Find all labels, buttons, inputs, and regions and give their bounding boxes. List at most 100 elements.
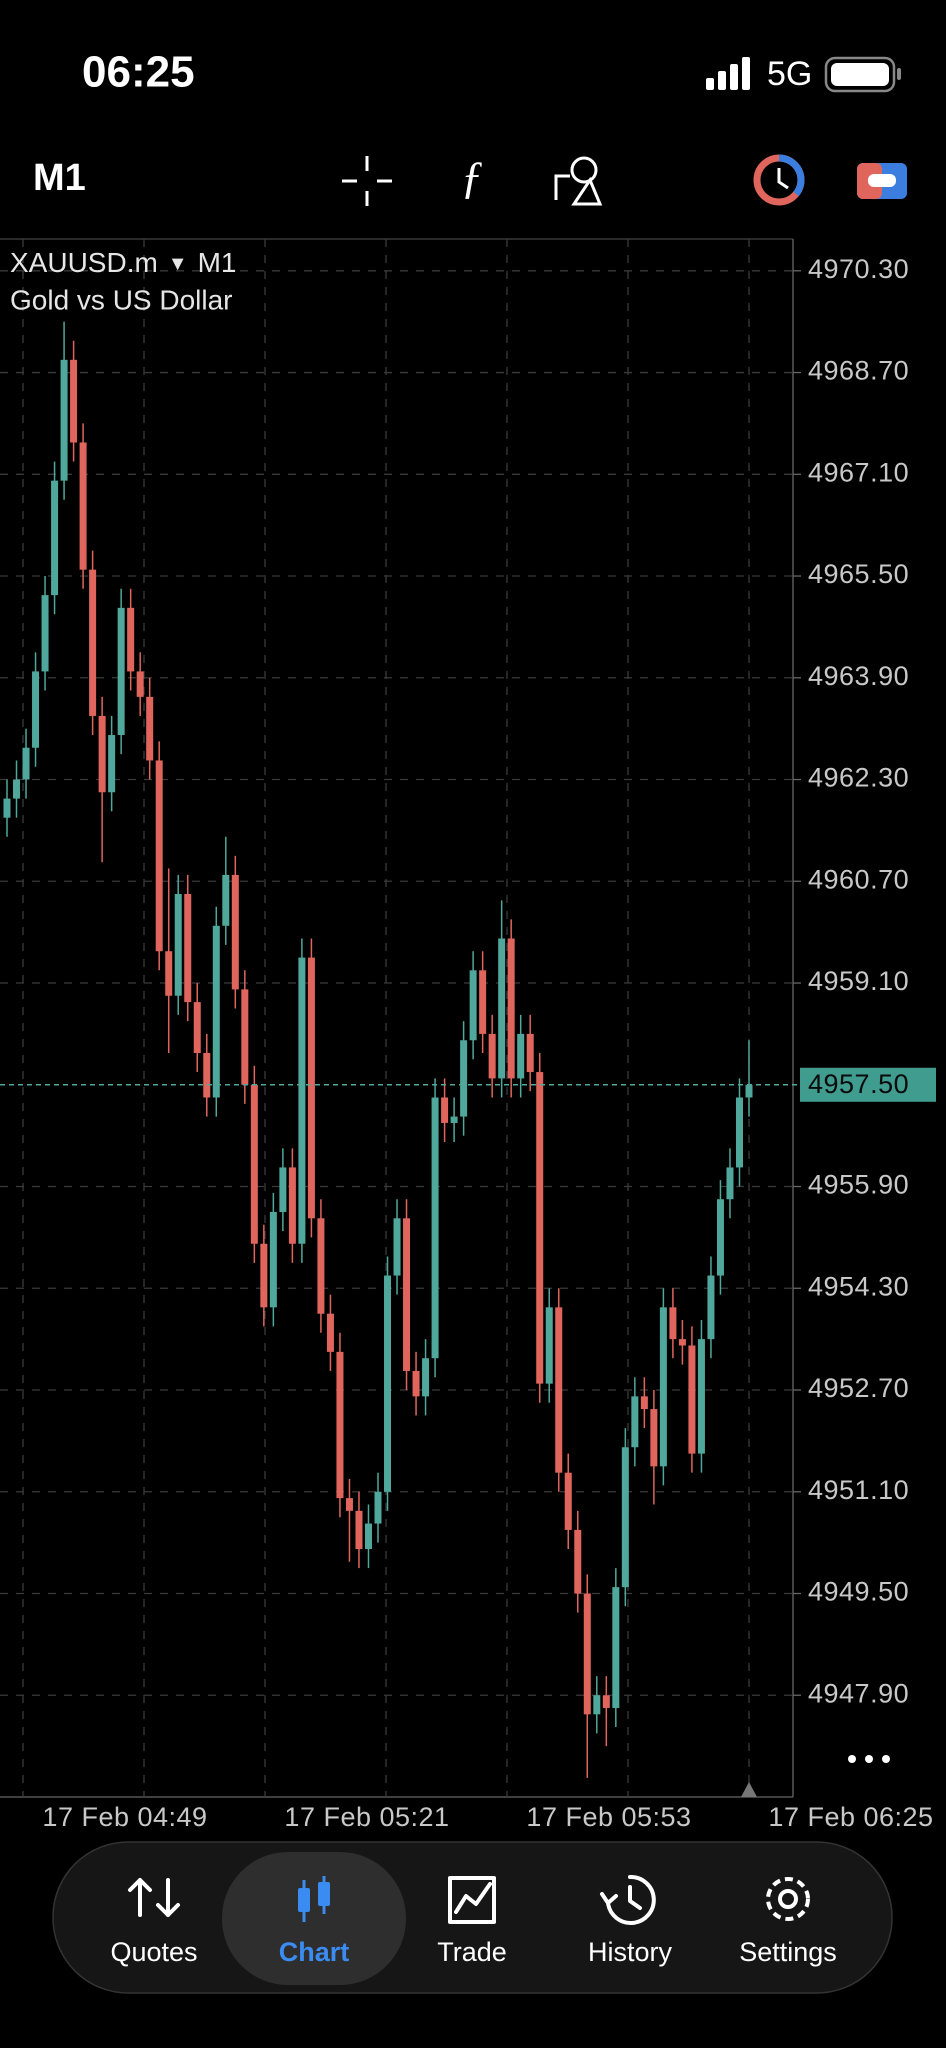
candle-body bbox=[364, 1523, 372, 1549]
tab-label[interactable]: History bbox=[588, 1937, 673, 1967]
tabs: Quotes Chart Trade History Settings bbox=[110, 1852, 837, 1985]
tab-label[interactable]: Settings bbox=[739, 1937, 837, 1967]
candle-body bbox=[279, 1167, 287, 1212]
candle-body bbox=[41, 595, 49, 672]
more-button[interactable] bbox=[848, 1755, 890, 1763]
y-tick-label: 4947.90 bbox=[808, 1678, 909, 1708]
x-tick-label: 17 Feb 06:25 bbox=[768, 1802, 933, 1832]
candle-body bbox=[726, 1167, 734, 1200]
candle-body bbox=[165, 951, 173, 996]
tab-icon bbox=[778, 1889, 798, 1909]
chart bbox=[0, 238, 801, 1798]
candle-body bbox=[98, 715, 106, 793]
candle-body bbox=[79, 442, 87, 570]
candle-body bbox=[70, 359, 78, 443]
dropdown-arrow: ▼ bbox=[168, 253, 188, 275]
crosshair-button[interactable] bbox=[342, 156, 392, 206]
candle-body bbox=[498, 938, 506, 1079]
indicators-button[interactable]: ƒ bbox=[461, 152, 484, 203]
candle-body bbox=[184, 893, 192, 1003]
candle-body bbox=[659, 1307, 667, 1467]
y-tick-label: 4959.10 bbox=[808, 966, 909, 996]
y-tick-label: 4960.70 bbox=[808, 864, 909, 894]
shift-marker bbox=[741, 1782, 757, 1797]
candle-body bbox=[203, 1052, 211, 1098]
candle-body bbox=[3, 798, 11, 818]
candle-body bbox=[678, 1339, 686, 1346]
trade-signals-button[interactable] bbox=[753, 154, 805, 206]
candle-body bbox=[288, 1167, 296, 1244]
candle-body bbox=[526, 1033, 534, 1073]
toolbar-timeframe[interactable]: M1 bbox=[33, 157, 86, 199]
candle-body bbox=[450, 1116, 458, 1123]
candle-body bbox=[602, 1695, 610, 1708]
candle-body bbox=[574, 1529, 582, 1594]
candle-body bbox=[403, 1218, 411, 1371]
y-tick-label: 4963.90 bbox=[808, 661, 909, 691]
candle-body bbox=[441, 1097, 449, 1123]
candle-body bbox=[336, 1351, 344, 1499]
candle-body bbox=[250, 1084, 258, 1244]
tab-label[interactable]: Chart bbox=[279, 1937, 350, 1967]
signal-icon bbox=[706, 57, 750, 90]
candle-body bbox=[593, 1695, 601, 1715]
y-tick-label: 4954.30 bbox=[808, 1271, 909, 1301]
tab-label[interactable]: Trade bbox=[437, 1937, 507, 1967]
candle-body bbox=[612, 1587, 620, 1708]
y-tick-label: 4968.70 bbox=[808, 356, 909, 386]
candle-body bbox=[545, 1307, 553, 1384]
candle-body bbox=[222, 874, 230, 926]
candle-body bbox=[697, 1339, 705, 1454]
chart-timeframe: M1 bbox=[198, 247, 237, 278]
tab-label[interactable]: Quotes bbox=[110, 1937, 197, 1967]
candle-body bbox=[631, 1396, 639, 1448]
candle-body bbox=[669, 1307, 677, 1340]
y-tick-label: 4965.50 bbox=[808, 559, 909, 589]
candle-body bbox=[355, 1510, 363, 1549]
y-tick-label: 4962.30 bbox=[808, 763, 909, 793]
candle-body bbox=[155, 760, 163, 952]
candle-body bbox=[298, 957, 306, 1244]
y-tick-label: 4949.50 bbox=[808, 1577, 909, 1607]
candle-body bbox=[469, 970, 477, 1041]
battery-icon bbox=[824, 56, 901, 93]
candle-body bbox=[716, 1199, 724, 1276]
candle-body bbox=[507, 938, 515, 1079]
candle-body bbox=[51, 480, 59, 596]
candle-body bbox=[412, 1370, 420, 1397]
objects-button[interactable] bbox=[554, 156, 603, 206]
candle-body bbox=[117, 607, 125, 736]
candle-body bbox=[317, 1218, 325, 1314]
chart-subtitle: Gold vs US Dollar bbox=[10, 284, 233, 315]
one-click-button[interactable] bbox=[857, 163, 907, 199]
candle-body bbox=[269, 1211, 277, 1308]
candle-body bbox=[707, 1275, 715, 1340]
candle-body bbox=[583, 1593, 591, 1715]
x-tick-label: 17 Feb 04:49 bbox=[42, 1802, 207, 1832]
candle-body bbox=[108, 735, 116, 793]
candle-body bbox=[374, 1491, 382, 1524]
candle-body bbox=[555, 1307, 563, 1473]
candle-body bbox=[536, 1072, 544, 1384]
candle-body bbox=[431, 1097, 439, 1359]
candle-body bbox=[650, 1409, 658, 1467]
candle-body bbox=[326, 1313, 334, 1352]
candle-body bbox=[231, 874, 239, 990]
candle-body bbox=[488, 1033, 496, 1079]
tab-bar bbox=[52, 1841, 893, 1994]
y-tick-label: 4952.70 bbox=[808, 1373, 909, 1403]
candle-body bbox=[745, 1084, 753, 1098]
candle-body bbox=[241, 989, 249, 1085]
candle-body bbox=[384, 1275, 392, 1492]
candle-body bbox=[621, 1447, 629, 1588]
symbol-name[interactable]: XAUUSD.m ▼ M1 bbox=[10, 247, 237, 278]
x-tick-label: 17 Feb 05:21 bbox=[284, 1802, 449, 1832]
current-price-label: 4957.50 bbox=[808, 1069, 909, 1099]
candle-body bbox=[89, 569, 97, 716]
candle-body bbox=[60, 359, 68, 481]
candle-body bbox=[564, 1472, 572, 1530]
tab-icon bbox=[766, 1877, 810, 1921]
tab-icon bbox=[298, 1876, 330, 1922]
